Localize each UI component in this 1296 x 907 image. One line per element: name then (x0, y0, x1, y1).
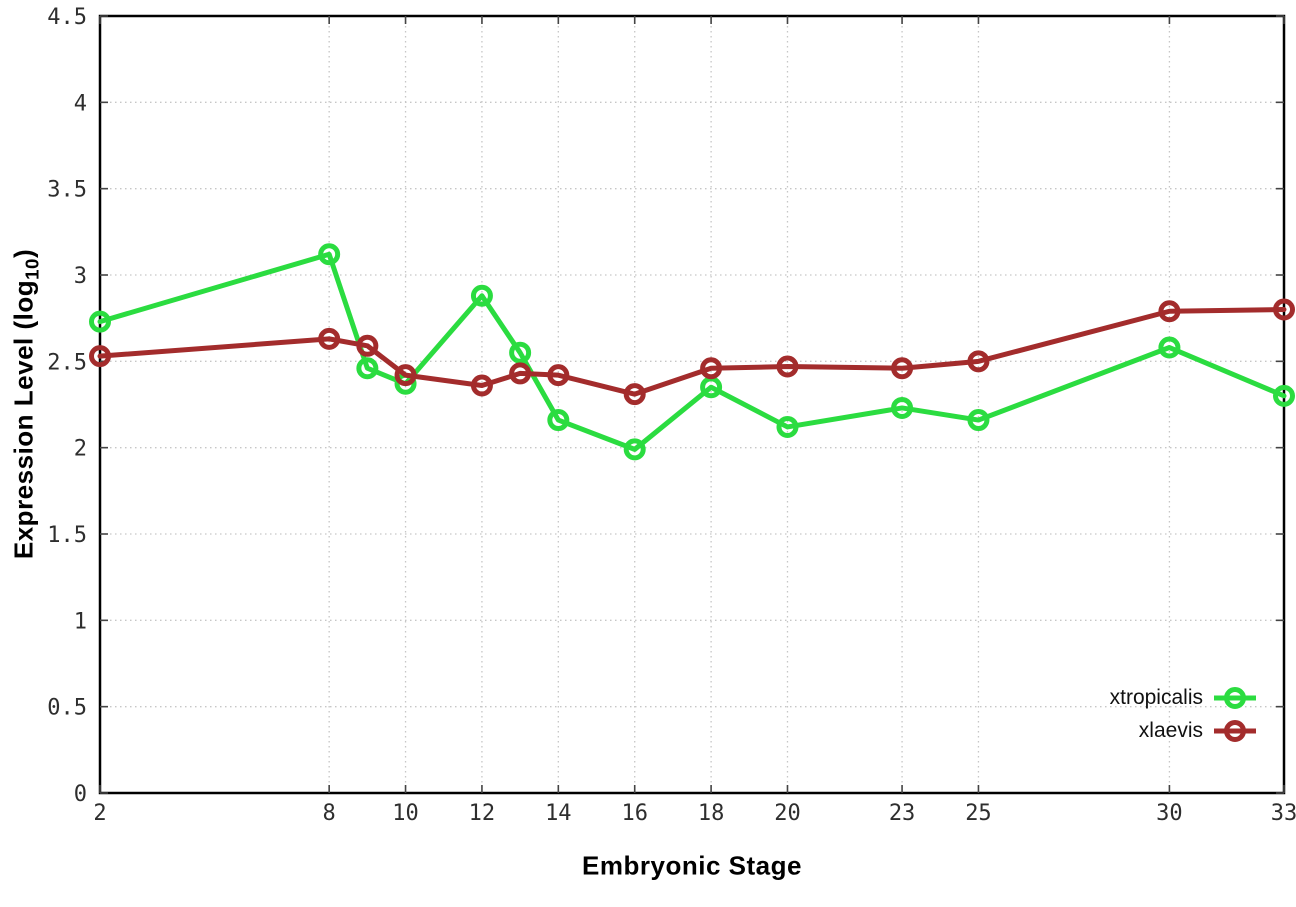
svg-text:14: 14 (545, 801, 572, 826)
x-tick-labels: 2 8 10 12 14 16 18 20 23 25 30 33 (93, 801, 1296, 826)
y-axis-title-main: Expression Level (log (8, 279, 39, 560)
svg-text:1: 1 (74, 609, 87, 634)
svg-text:20: 20 (774, 801, 801, 826)
y-axis-title-end: ) (8, 248, 39, 259)
series-xlaevis-point (318, 327, 341, 350)
axis-ticks (99, 15, 1285, 794)
legend: xtropicalis xlaevis (1110, 681, 1258, 747)
svg-text:2: 2 (74, 437, 87, 462)
series-xlaevis-point (776, 355, 799, 378)
legend-item-xlaevis: xlaevis (1139, 714, 1258, 747)
legend-marker-xtropicalis (1214, 686, 1256, 709)
y-tick-labels: 0 0.5 1 1.5 2 2.5 3 3.5 4 4.5 (47, 5, 87, 807)
svg-text:25: 25 (965, 801, 992, 826)
series-xlaevis-line (97, 307, 1287, 397)
legend-item-xtropicalis: xtropicalis (1110, 681, 1258, 714)
svg-text:10: 10 (392, 801, 419, 826)
series-xtropicalis-point (967, 409, 990, 432)
svg-text:3: 3 (74, 264, 87, 289)
series-xlaevis-point (967, 350, 990, 373)
series-xlaevis (89, 298, 1295, 406)
series-xlaevis-point (1273, 298, 1295, 321)
svg-text:16: 16 (621, 801, 648, 826)
series-xtropicalis-point (318, 243, 341, 266)
series-xlaevis-point (509, 362, 532, 385)
series-xtropicalis-point (547, 409, 570, 432)
series-xlaevis-point (1158, 300, 1181, 323)
svg-text:0.5: 0.5 (47, 696, 87, 721)
legend-label-xlaevis: xlaevis (1138, 719, 1203, 742)
svg-text:1.5: 1.5 (47, 523, 87, 548)
legend-marker-xlaevis (1214, 719, 1256, 742)
series-xlaevis-point (356, 334, 379, 357)
series-xlaevis-point (89, 345, 111, 368)
series-xtropicalis-line (97, 251, 1287, 452)
series-xtropicalis-point (89, 310, 111, 333)
series-xlaevis-point (700, 357, 723, 380)
series-xtropicalis-point (509, 341, 532, 364)
series-xtropicalis-point (1158, 336, 1181, 359)
y-axis-title-sub: 10 (21, 258, 43, 280)
legend-label-xtropicalis: xtropicalis (1109, 686, 1203, 709)
svg-text:33: 33 (1271, 801, 1296, 826)
series-xtropicalis-point (776, 415, 799, 438)
series-xtropicalis-point (891, 396, 914, 419)
svg-text:8: 8 (323, 801, 336, 826)
svg-text:23: 23 (889, 801, 916, 826)
svg-text:2: 2 (93, 801, 106, 826)
svg-text:3.5: 3.5 (47, 178, 87, 203)
series-xlaevis-point (470, 374, 493, 397)
series-xtropicalis-point (1273, 384, 1295, 407)
series-xtropicalis-point (356, 357, 379, 380)
svg-text:4: 4 (74, 91, 87, 116)
series-xlaevis-point (547, 364, 570, 387)
series-xlaevis-point (394, 364, 417, 387)
svg-text:0: 0 (74, 782, 87, 807)
svg-text:4.5: 4.5 (47, 5, 87, 30)
series-xlaevis-point (623, 383, 646, 406)
svg-text:12: 12 (469, 801, 496, 826)
series-xtropicalis (89, 243, 1295, 461)
y-axis-title: Expression Level (log10) (8, 249, 43, 559)
svg-text:18: 18 (698, 801, 725, 826)
svg-text:30: 30 (1156, 801, 1183, 826)
series-xtropicalis-point (623, 438, 646, 461)
series-xlaevis-point (891, 357, 914, 380)
series-xtropicalis-point (470, 284, 493, 307)
x-axis-title: Embryonic Stage (582, 850, 802, 881)
svg-text:2.5: 2.5 (47, 350, 87, 375)
